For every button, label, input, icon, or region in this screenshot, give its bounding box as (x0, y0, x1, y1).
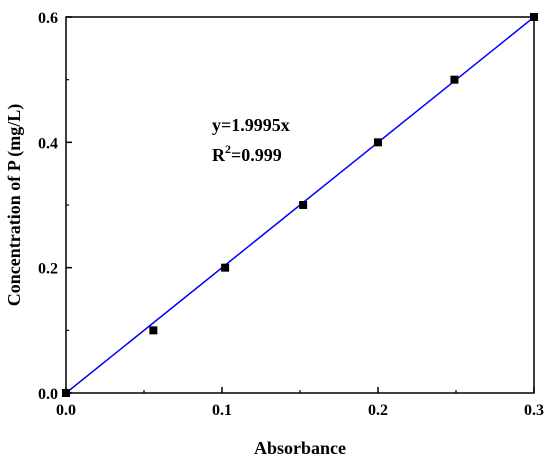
y-tick-label: 0.2 (38, 261, 58, 278)
r-superscript: 2 (225, 142, 231, 156)
r-value: =0.999 (231, 145, 282, 165)
data-point (450, 75, 459, 84)
r-squared-annotation: R2=0.999 (212, 142, 282, 165)
y-tick-label: 0.0 (38, 386, 58, 403)
x-tick-label: 0.1 (212, 402, 232, 419)
x-tick-label: 0.0 (56, 402, 76, 419)
y-axis-title: Concentration of P (mg/L) (4, 104, 25, 306)
x-tick-label: 0.3 (524, 402, 544, 419)
equation-annotation: y=1.9995x (212, 115, 290, 135)
y-tick-label: 0.6 (38, 10, 58, 27)
data-point (374, 138, 382, 147)
data-point (299, 201, 308, 209)
y-axis-ticks: 0.0 0.2 0.4 0.6 (38, 10, 72, 403)
data-point (149, 326, 158, 335)
data-point (221, 263, 230, 272)
y-tick-label: 0.4 (38, 135, 58, 152)
x-tick-label: 0.2 (368, 402, 388, 419)
r-prefix: R (212, 145, 226, 165)
x-axis-ticks: 0.0 0.1 0.2 0.3 (56, 387, 544, 419)
x-axis-title: Absorbance (254, 438, 346, 458)
